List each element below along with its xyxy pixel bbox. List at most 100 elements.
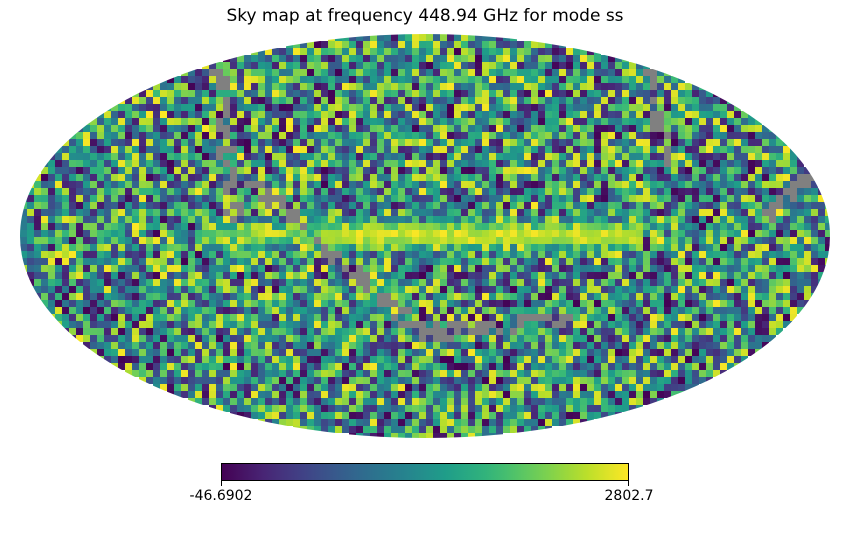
sky-pixel (398, 195, 405, 202)
sky-pixel (727, 349, 734, 356)
sky-pixel (482, 258, 489, 265)
sky-pixel (447, 55, 454, 62)
sky-pixel (496, 223, 503, 230)
sky-pixel (104, 314, 111, 321)
sky-pixel (580, 300, 587, 307)
sky-pixel (258, 335, 265, 342)
sky-pixel (741, 251, 748, 258)
sky-pixel (566, 335, 573, 342)
sky-pixel (188, 377, 195, 384)
sky-pixel (216, 363, 223, 370)
sky-pixel (671, 181, 678, 188)
sky-pixel (391, 118, 398, 125)
sky-pixel (377, 139, 384, 146)
sky-pixel (594, 69, 601, 76)
sky-pixel (244, 244, 251, 251)
sky-pixel (538, 216, 545, 223)
sky-pixel (503, 69, 510, 76)
sky-pixel (349, 237, 356, 244)
sky-pixel (657, 139, 664, 146)
sky-pixel (272, 251, 279, 258)
sky-pixel (188, 384, 195, 391)
sky-pixel (118, 342, 125, 349)
sky-pixel (216, 202, 223, 209)
sky-pixel (223, 125, 230, 132)
sky-pixel (783, 237, 790, 244)
sky-pixel (482, 83, 489, 90)
sky-pixel (370, 300, 377, 307)
sky-pixel (538, 195, 545, 202)
sky-pixel (27, 181, 34, 188)
sky-pixel (377, 356, 384, 363)
sky-pixel (496, 314, 503, 321)
sky-pixel (90, 244, 97, 251)
sky-pixel (433, 230, 440, 237)
sky-pixel (692, 202, 699, 209)
sky-pixel (237, 132, 244, 139)
sky-pixel (286, 111, 293, 118)
sky-pixel (783, 230, 790, 237)
sky-pixel (650, 377, 657, 384)
sky-pixel (685, 118, 692, 125)
sky-pixel (699, 223, 706, 230)
sky-pixel (300, 321, 307, 328)
sky-pixel (769, 174, 776, 181)
sky-pixel (62, 293, 69, 300)
sky-pixel (762, 307, 769, 314)
sky-pixel (160, 160, 167, 167)
sky-pixel (496, 188, 503, 195)
sky-pixel (545, 216, 552, 223)
sky-pixel (356, 76, 363, 83)
sky-pixel (601, 202, 608, 209)
sky-pixel (447, 342, 454, 349)
sky-pixel (111, 321, 118, 328)
sky-pixel (419, 307, 426, 314)
sky-pixel (699, 293, 706, 300)
sky-pixel (342, 342, 349, 349)
sky-pixel (629, 272, 636, 279)
sky-pixel (118, 244, 125, 251)
sky-pixel (706, 174, 713, 181)
sky-pixel (783, 321, 790, 328)
sky-pixel (97, 286, 104, 293)
sky-pixel (426, 34, 433, 41)
sky-pixel (706, 153, 713, 160)
sky-pixel (174, 251, 181, 258)
sky-pixel (552, 377, 559, 384)
sky-pixel (370, 125, 377, 132)
sky-pixel (286, 342, 293, 349)
sky-pixel (629, 181, 636, 188)
sky-pixel (475, 167, 482, 174)
sky-pixel (41, 265, 48, 272)
sky-pixel (496, 153, 503, 160)
sky-pixel (27, 188, 34, 195)
sky-pixel (293, 230, 300, 237)
sky-pixel (265, 349, 272, 356)
sky-pixel (727, 125, 734, 132)
sky-pixel (139, 286, 146, 293)
sky-pixel (769, 279, 776, 286)
sky-pixel (517, 48, 524, 55)
sky-pixel (412, 34, 419, 41)
sky-pixel (139, 335, 146, 342)
sky-pixel (580, 188, 587, 195)
sky-pixel (629, 97, 636, 104)
sky-pixel (335, 174, 342, 181)
sky-pixel (426, 139, 433, 146)
sky-pixel (461, 111, 468, 118)
sky-pixel (678, 384, 685, 391)
sky-pixel (356, 209, 363, 216)
sky-pixel (132, 279, 139, 286)
sky-pixel (545, 223, 552, 230)
sky-pixel (804, 244, 811, 251)
sky-pixel (587, 279, 594, 286)
sky-pixel (286, 83, 293, 90)
sky-pixel (237, 321, 244, 328)
sky-pixel (97, 314, 104, 321)
sky-pixel (517, 125, 524, 132)
sky-pixel (405, 328, 412, 335)
sky-pixel (293, 223, 300, 230)
sky-pixel (741, 356, 748, 363)
sky-pixel (475, 55, 482, 62)
sky-pixel (531, 209, 538, 216)
